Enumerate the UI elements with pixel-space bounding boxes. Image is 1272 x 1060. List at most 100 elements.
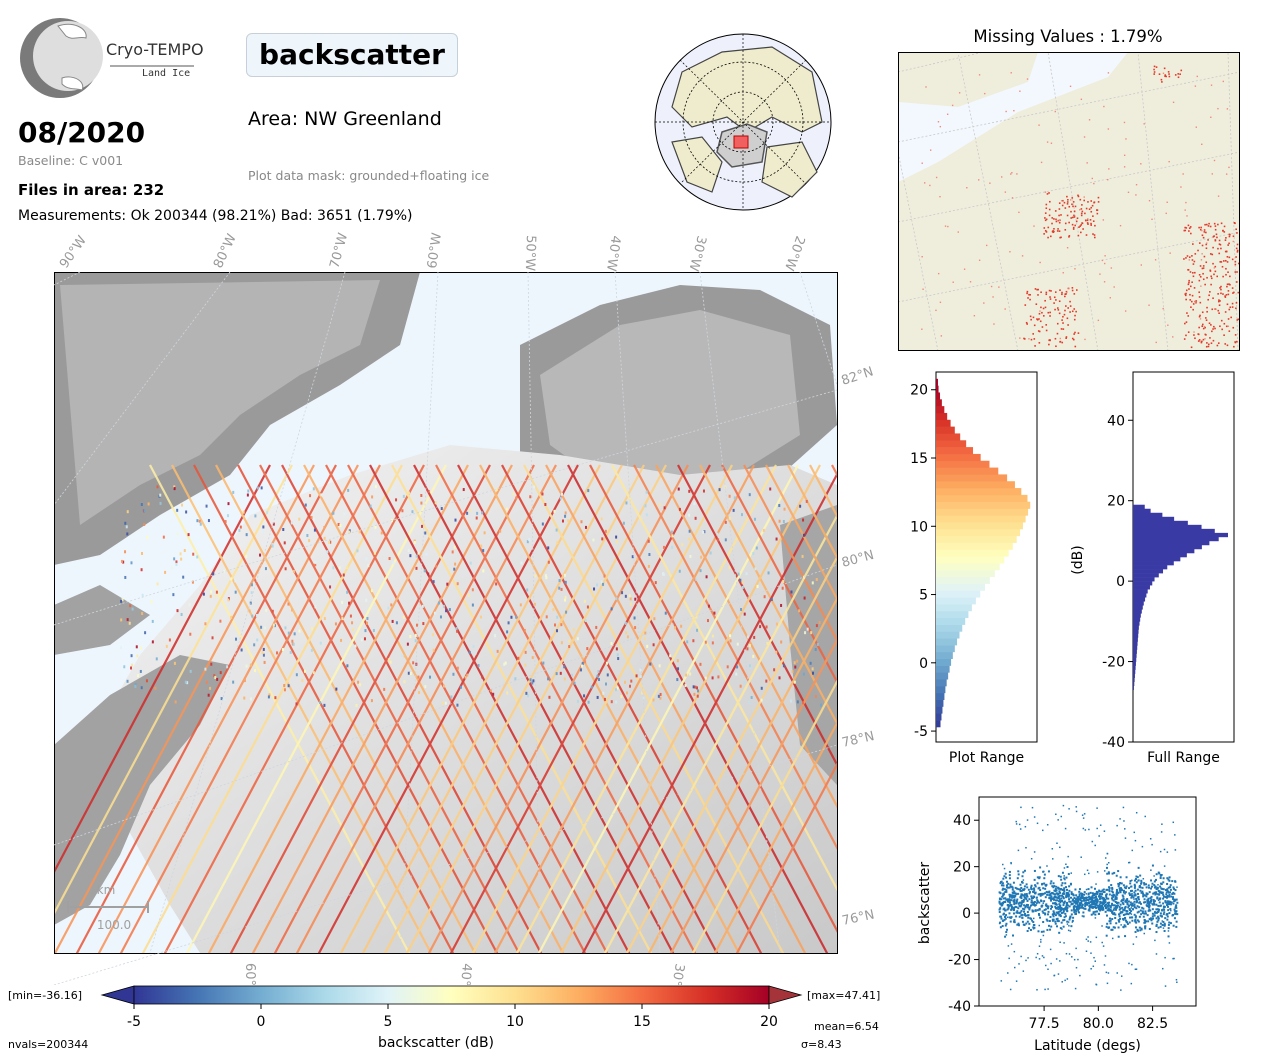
hist-plot-y-tick-label: 0 — [919, 656, 928, 672]
missing-point — [1153, 73, 1156, 75]
scatter-point — [1039, 894, 1042, 897]
missing-point — [1046, 193, 1049, 195]
scatter-point — [1138, 901, 1141, 904]
scatter-point — [1043, 900, 1046, 903]
scatter-point — [1052, 886, 1055, 889]
missing-point — [1065, 293, 1067, 295]
missing-point — [1184, 322, 1186, 325]
missing-point — [1191, 281, 1193, 284]
track-point — [678, 569, 681, 573]
track-point — [176, 609, 179, 613]
track-point — [187, 533, 190, 537]
track-point — [245, 664, 248, 668]
missing-point — [1166, 201, 1168, 203]
scatter-point — [1167, 909, 1170, 912]
track-point — [592, 538, 595, 542]
histogram-bar — [936, 494, 1028, 503]
scatter-frame — [978, 796, 1197, 1007]
scatter-point — [1012, 912, 1015, 915]
missing-point — [1044, 229, 1047, 232]
missing-point — [1184, 229, 1187, 232]
missing-point — [1192, 275, 1195, 278]
track-point — [748, 644, 751, 648]
missing-point — [1088, 119, 1091, 121]
missing-point — [1077, 194, 1079, 197]
missing-point — [1189, 271, 1192, 273]
scatter-point — [1006, 904, 1009, 907]
scatter-point — [1119, 903, 1122, 906]
scatter-point — [1102, 888, 1105, 891]
scatter-point — [1013, 920, 1016, 923]
track-point — [711, 676, 714, 680]
missing-point — [1089, 219, 1092, 221]
histogram-bar — [1133, 569, 1164, 574]
track-point — [759, 625, 762, 629]
track-point — [219, 671, 222, 675]
missing-point — [1208, 222, 1210, 225]
track-point — [603, 574, 606, 578]
scatter-point — [1064, 912, 1067, 915]
missing-point — [952, 281, 954, 283]
scatter-point — [1165, 891, 1168, 894]
scatter-point — [1128, 887, 1131, 890]
track-point — [555, 528, 558, 532]
track-point — [184, 680, 187, 684]
scatter-point — [1059, 941, 1061, 944]
scatter-point — [1051, 906, 1054, 909]
track-point — [437, 601, 440, 605]
track-point — [532, 679, 535, 683]
scatter-point — [1095, 900, 1098, 903]
satellite-track — [625, 554, 837, 953]
track-point — [395, 498, 398, 502]
scatter-point — [1013, 950, 1016, 953]
colorbar-tick-label: 5 — [384, 1014, 393, 1030]
missing-point — [1202, 338, 1205, 341]
track-point — [726, 665, 729, 669]
track-point — [563, 573, 566, 577]
scatter-point — [1160, 831, 1163, 833]
missing-point — [1174, 74, 1177, 76]
scatter-point — [1170, 895, 1173, 898]
track-point — [126, 618, 129, 622]
track-point — [634, 626, 637, 630]
scatter-point — [1153, 903, 1156, 906]
scatter-point — [1158, 891, 1161, 894]
scatter-point — [1133, 906, 1136, 909]
missing-point — [1090, 206, 1093, 209]
scatter-point — [998, 911, 1001, 914]
scatter-point — [1058, 894, 1061, 897]
scatter-point — [1169, 888, 1172, 891]
missing-point — [1218, 252, 1221, 255]
scatter-point — [1000, 898, 1003, 901]
track-point — [312, 517, 315, 521]
scatter-point — [1124, 913, 1127, 916]
track-point — [600, 580, 603, 584]
track-point — [631, 555, 634, 559]
scatter-point — [1116, 890, 1119, 893]
scatter-point — [1122, 895, 1125, 898]
missing-point — [1207, 239, 1209, 241]
scatter-point — [1056, 911, 1059, 914]
track-point — [234, 579, 237, 583]
histogram-bar — [936, 651, 953, 660]
scatter-point — [1060, 897, 1063, 900]
track-point — [402, 615, 405, 619]
missing-point — [1214, 270, 1217, 273]
scatter-point — [1054, 890, 1057, 893]
missing-point — [1071, 203, 1073, 206]
scatter-point — [1001, 901, 1004, 904]
missing-point — [1204, 326, 1206, 329]
scatter-point — [1043, 877, 1046, 880]
scatter-point — [1111, 890, 1114, 893]
track-point — [251, 583, 254, 587]
track-point — [704, 676, 707, 680]
scatter-point — [1108, 890, 1111, 893]
scatter-point — [1005, 931, 1008, 934]
missing-point — [1225, 273, 1227, 276]
missing-point — [1037, 330, 1040, 332]
missing-point — [1198, 291, 1201, 294]
scatter-point — [1146, 902, 1149, 905]
track-point — [150, 600, 153, 604]
track-point — [287, 631, 290, 635]
track-point — [140, 503, 143, 507]
